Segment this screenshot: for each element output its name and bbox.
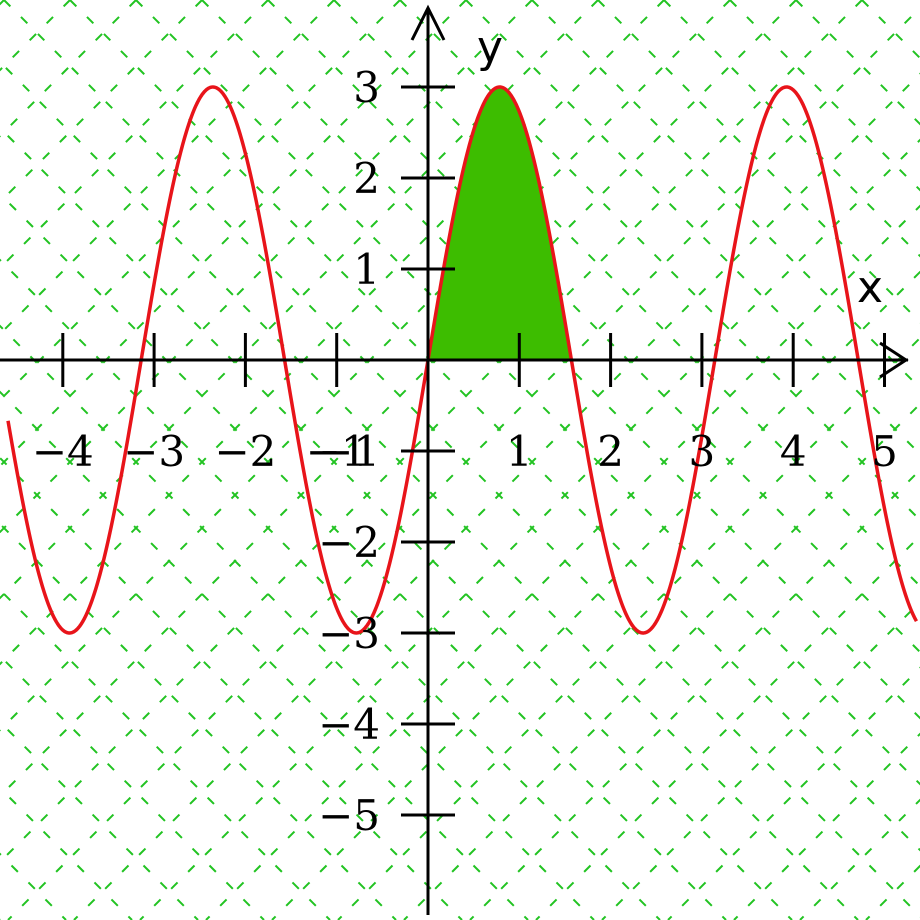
y-tick-label: −2	[318, 518, 380, 567]
grid-line	[0, 0, 797, 798]
grid-line	[0, 0, 203, 204]
grid-line	[73, 72, 920, 920]
grid-line	[0, 258, 661, 920]
sine-curve	[6, 85, 918, 635]
grid-line	[733, 732, 920, 920]
grid-line	[7, 6, 920, 920]
y-axis-label: y	[477, 22, 503, 73]
grid-line	[333, 0, 920, 588]
x-tick-label: 5	[871, 427, 898, 476]
grid-line	[0, 0, 731, 732]
grid-line	[0, 324, 595, 920]
x-tick-label: 2	[597, 427, 624, 476]
grid-line	[667, 666, 920, 920]
x-tick-label: −1	[306, 427, 368, 476]
grid-line	[601, 600, 920, 920]
grid-line	[0, 60, 859, 920]
grid-line	[535, 534, 920, 920]
grid-line	[0, 0, 533, 534]
grid-line	[205, 204, 920, 920]
x-axis-label: x	[857, 262, 883, 313]
x-tick-label: 3	[689, 427, 716, 476]
grid-line	[201, 0, 920, 720]
grid-line	[0, 654, 265, 920]
grid-line	[597, 0, 920, 324]
grid-line	[271, 270, 920, 920]
grid-line	[0, 0, 269, 270]
ticks	[61, 85, 886, 817]
y-tick-label: −5	[318, 791, 380, 840]
grid-line	[0, 0, 599, 600]
y-tick-label: 3	[353, 63, 380, 112]
grid-line	[465, 0, 920, 456]
grid-line	[0, 390, 529, 920]
tick-labels: −4 −3 −2 −1 1 2 3 4 5 3 2 1 −1 −2 −3 −4 −5	[32, 63, 898, 840]
y-tick-label: 2	[353, 154, 380, 203]
grid-line	[69, 0, 920, 852]
grid-line	[0, 126, 793, 920]
grid-line	[135, 0, 920, 786]
grid-line	[139, 138, 920, 920]
grid-line	[0, 192, 727, 920]
grid-line	[0, 0, 863, 864]
grid-line	[399, 0, 920, 522]
grid-line	[403, 402, 920, 920]
grid-line	[729, 0, 920, 192]
grid-line	[0, 456, 463, 920]
y-tick-label: −4	[318, 700, 380, 749]
grid-line	[0, 720, 199, 920]
y-tick-label: −1	[318, 427, 380, 476]
grid-line	[531, 0, 920, 390]
x-axis-arrowhead	[879, 341, 909, 379]
grid-line	[0, 522, 397, 920]
y-tick-label: −3	[318, 609, 380, 658]
grid-line	[0, 0, 467, 468]
x-tick-label: −4	[32, 427, 94, 476]
grid-line	[0, 588, 331, 920]
y-axis-arrowhead	[410, 4, 446, 41]
grid-line	[3, 0, 920, 918]
x-tick-label: −3	[123, 427, 185, 476]
x-tick-label: 4	[780, 427, 807, 476]
x-tick-label: −2	[214, 427, 276, 476]
shaded-area	[428, 87, 572, 360]
x-tick-label: 1	[506, 427, 533, 476]
grid-line	[267, 0, 920, 654]
grid-line	[337, 336, 920, 920]
y-tick-label: 1	[353, 245, 380, 294]
grid-line	[469, 468, 920, 920]
